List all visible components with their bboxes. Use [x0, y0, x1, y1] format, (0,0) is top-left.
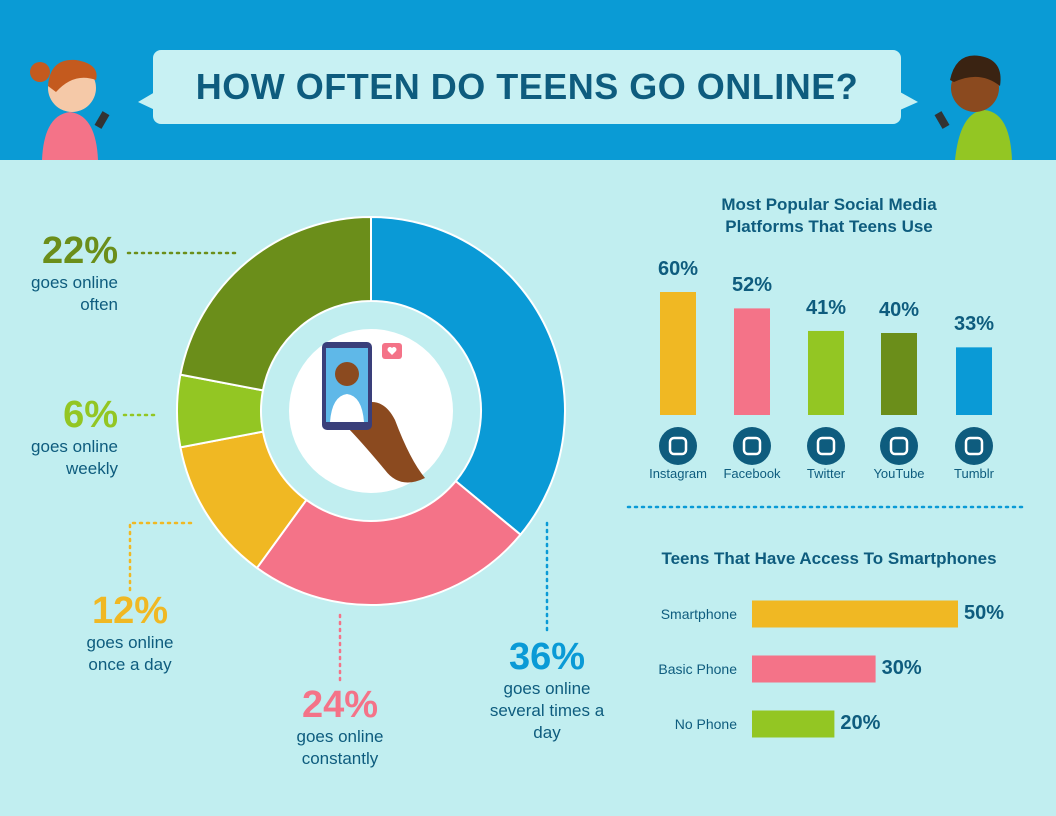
category-label: YouTube: [873, 466, 925, 481]
value-label: 33%: [953, 313, 995, 336]
value-label: 30%: [881, 657, 922, 679]
value-label: 20%: [840, 712, 881, 734]
platform-icon-glyph: [816, 436, 836, 456]
category-label: Instagram: [649, 466, 707, 481]
platform-icon: [955, 427, 993, 465]
donut-slice: [179, 215, 372, 392]
platform-icon-glyph: [742, 436, 762, 456]
page-title: HOW OFTEN DO TEENS GO ONLINE?: [195, 66, 859, 107]
boy-illustration: [934, 55, 1012, 160]
slice-category: goes online often: [31, 273, 118, 314]
bar: [660, 292, 696, 415]
bar: [881, 333, 917, 415]
slice-category: goes online weekly: [31, 437, 118, 478]
category-label: Tumblr: [954, 466, 994, 481]
platform-icon: [659, 427, 697, 465]
leader-lines: [122, 251, 549, 682]
category-label: Facebook: [723, 466, 781, 481]
bar: [752, 600, 958, 628]
value-label: 52%: [731, 274, 773, 297]
category-label: No Phone: [674, 716, 737, 732]
bar: [752, 710, 835, 738]
donut-slice: [370, 215, 566, 537]
chart-title: Most Popular Social Media Platforms That…: [721, 195, 937, 236]
slice-value: 22%: [41, 230, 118, 272]
platform-icon-glyph: [964, 436, 984, 456]
donut-slice: [255, 479, 522, 606]
girl-illustration: [30, 59, 110, 160]
platform-icon: [733, 427, 771, 465]
value-label: 41%: [805, 296, 847, 319]
slice-label: 12% goes online once a day: [70, 590, 190, 676]
platform-icon-glyph: [668, 436, 688, 456]
slice-label: 22% goes online often: [0, 230, 118, 316]
slice-category: goes online constantly: [296, 727, 384, 768]
platform-icon: [807, 427, 845, 465]
slice-category: goes online several times a day: [489, 679, 605, 742]
slice-label: 24% goes online constantly: [280, 684, 400, 770]
bar: [734, 308, 770, 415]
platform-icon: [880, 427, 918, 465]
bar: [808, 330, 844, 415]
phone-illustration: [322, 342, 425, 483]
slice-category: goes online once a day: [86, 633, 174, 674]
bar: [752, 655, 876, 683]
platform-icon-glyph: [889, 436, 909, 456]
category-label: Smartphone: [660, 606, 737, 622]
value-label: 40%: [878, 299, 920, 321]
slice-label: 6% goes online weekly: [0, 394, 118, 480]
slice-value: 24%: [301, 684, 379, 726]
slice-value: 12%: [91, 590, 169, 632]
chart-title: Teens That Have Access To Smartphones: [661, 549, 997, 568]
bar: [956, 347, 992, 415]
slice-value: 6%: [63, 394, 118, 436]
title-box: [153, 50, 901, 124]
value-label: 60%: [657, 258, 699, 280]
category-label: Basic Phone: [658, 661, 737, 677]
value-label: 50%: [964, 602, 1005, 624]
category-label: Twitter: [806, 466, 846, 481]
slice-value: 36%: [508, 636, 586, 678]
slice-label: 36% goes online several times a day: [487, 636, 607, 744]
